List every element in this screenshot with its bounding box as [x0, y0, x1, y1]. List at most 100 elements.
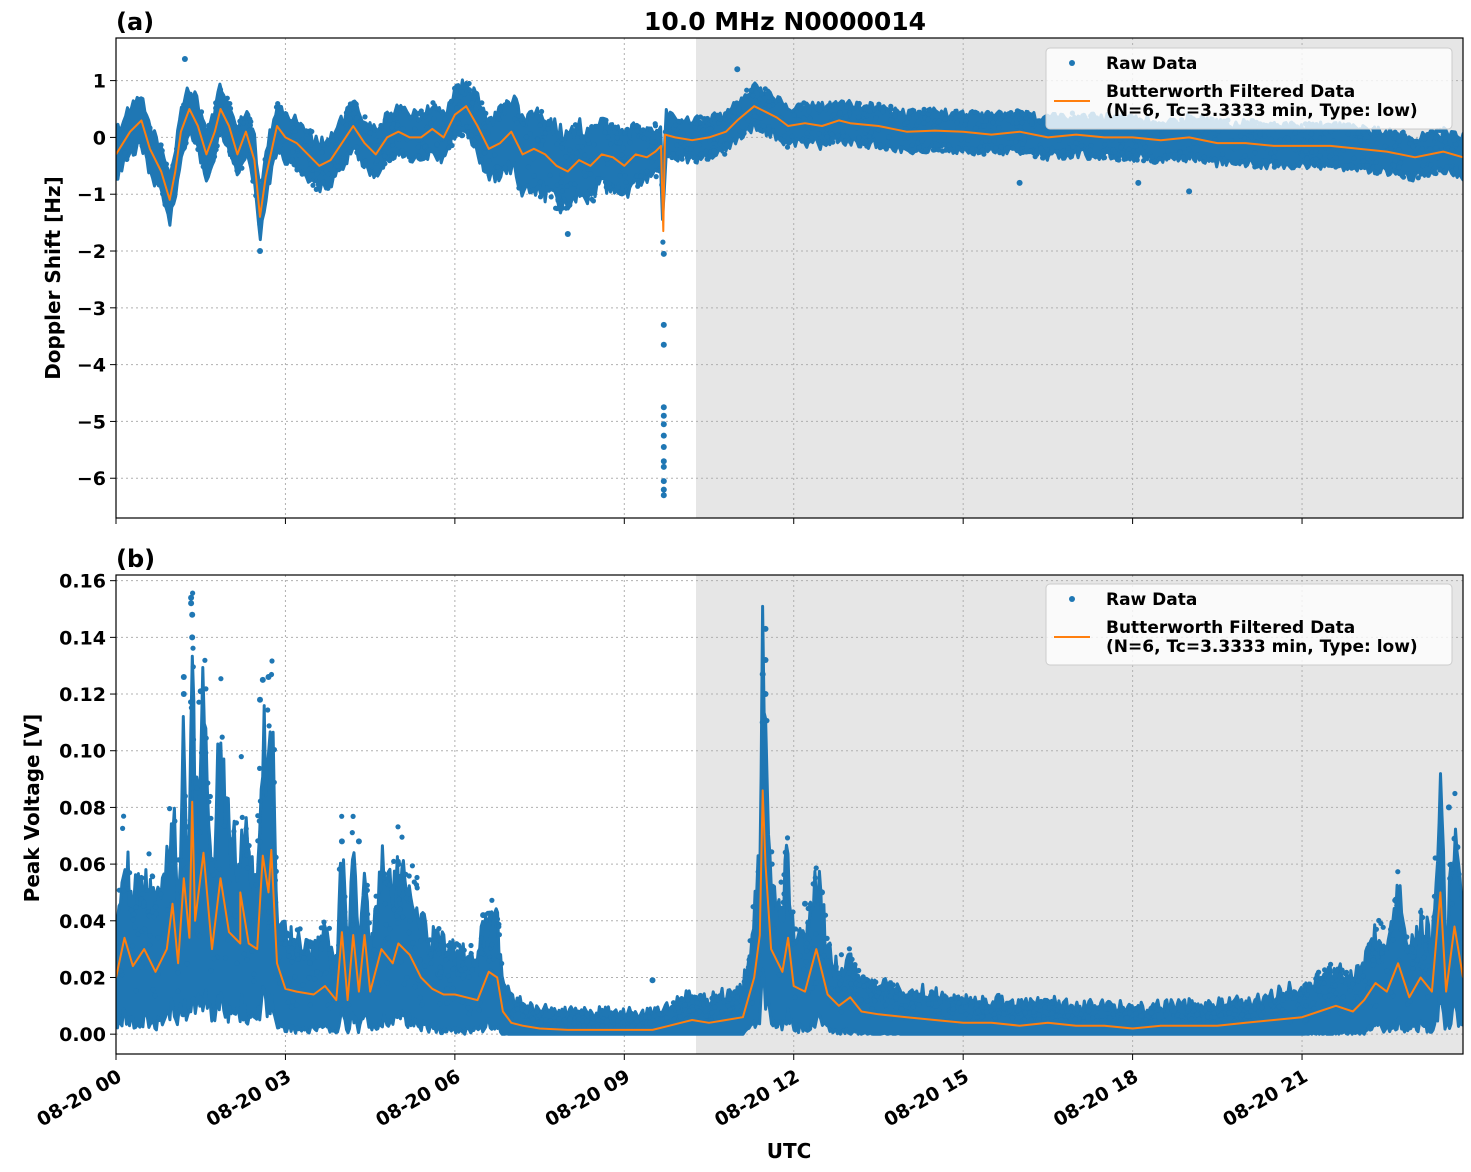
raw-data-point: [763, 930, 769, 937]
raw-data-point: [893, 987, 899, 993]
raw-data-point: [523, 134, 529, 140]
raw-data-point: [813, 931, 819, 937]
raw-data-point: [505, 1009, 511, 1015]
raw-data-point: [428, 120, 434, 126]
raw-data-point: [1197, 140, 1203, 146]
raw-data-point: [346, 107, 352, 113]
raw-data-point: [523, 1009, 529, 1015]
raw-data-point: [495, 115, 501, 121]
panel-b-y-axis-label: Peak Voltage [V]: [20, 714, 44, 903]
raw-data-point: [496, 111, 502, 117]
raw-data-point: [1329, 977, 1335, 983]
raw-data-point: [1303, 1003, 1309, 1009]
raw-data-point: [206, 799, 212, 805]
raw-data-point: [660, 250, 667, 257]
raw-data-point: [941, 142, 947, 148]
raw-data-point: [387, 117, 393, 123]
raw-data-point: [837, 981, 843, 987]
raw-data-point: [385, 875, 391, 881]
raw-data-point: [1400, 174, 1407, 180]
raw-data-point: [231, 828, 237, 835]
raw-data-point: [813, 980, 819, 986]
raw-data-point: [407, 918, 413, 924]
raw-data-point: [934, 995, 940, 1001]
raw-data-point: [1453, 141, 1459, 147]
raw-data-point: [1205, 1004, 1211, 1010]
raw-data-point: [801, 100, 807, 106]
raw-data-point: [1365, 985, 1371, 991]
raw-data-point: [138, 964, 144, 970]
raw-data-point: [1041, 1017, 1047, 1023]
raw-data-point: [584, 1018, 590, 1024]
raw-data-point: [448, 98, 454, 104]
raw-data-point: [716, 120, 722, 126]
legend-label-filtered: Butterworth Filtered Data (N=6, Tc=3.3333…: [1106, 82, 1418, 121]
raw-data-point: [1009, 135, 1015, 141]
raw-data-point: [805, 990, 811, 996]
raw-data-point: [975, 121, 981, 127]
raw-data-point: [594, 123, 600, 129]
raw-data-point: [957, 1022, 963, 1029]
raw-data-point: [576, 1016, 582, 1022]
raw-data-point: [817, 107, 823, 113]
raw-data-point: [189, 753, 195, 759]
raw-data-point: [147, 942, 153, 948]
raw-data-point: [1365, 139, 1371, 145]
raw-data-point: [1054, 149, 1060, 155]
raw-data-point: [437, 964, 443, 970]
raw-data-point: [559, 188, 565, 194]
raw-data-point: [127, 870, 133, 876]
raw-data-point: [205, 780, 211, 786]
raw-data-point: [306, 975, 312, 981]
raw-data-point: [474, 1001, 480, 1008]
raw-data-point: [390, 142, 396, 148]
raw-data-point: [864, 998, 871, 1004]
raw-data-point: [208, 968, 214, 974]
raw-data-point: [1420, 914, 1426, 921]
raw-data-point: [736, 106, 742, 112]
raw-data-point: [238, 754, 244, 760]
raw-data-point: [843, 113, 849, 120]
raw-data-point: [1333, 150, 1339, 156]
raw-data-point: [227, 105, 234, 112]
raw-data-point: [1392, 897, 1398, 904]
raw-data-point: [826, 103, 832, 109]
raw-data-point: [925, 116, 931, 123]
raw-data-point: [400, 126, 406, 132]
raw-data-point: [417, 957, 423, 963]
raw-data-point: [1076, 136, 1083, 142]
raw-data-point: [765, 126, 772, 133]
raw-data-point: [931, 1019, 938, 1026]
raw-data-point: [241, 951, 247, 957]
raw-data-point: [198, 109, 205, 115]
raw-data-point: [397, 900, 403, 907]
raw-data-point: [491, 956, 497, 962]
raw-data-point: [116, 141, 120, 147]
raw-data-point: [1056, 137, 1062, 143]
legend-label-filtered-line: (N=6, Tc=3.3333 min, Type: low): [1106, 101, 1418, 121]
raw-data-point: [1027, 148, 1034, 154]
raw-data-point: [1451, 835, 1458, 842]
raw-data-point: [190, 590, 196, 596]
raw-data-point: [1119, 1007, 1125, 1013]
raw-data-point: [673, 155, 679, 161]
raw-data-point: [161, 191, 167, 197]
raw-data-point: [937, 998, 944, 1005]
raw-data-point: [450, 966, 456, 972]
raw-data-point: [741, 979, 747, 985]
y-tick-label: −6: [77, 468, 106, 490]
raw-data-point: [990, 119, 996, 126]
raw-data-point: [1433, 145, 1439, 151]
raw-data-point: [858, 997, 864, 1003]
raw-data-point: [1074, 1007, 1080, 1013]
raw-data-point: [985, 109, 991, 116]
raw-data-point: [961, 1023, 968, 1029]
raw-data-point: [702, 1008, 709, 1015]
raw-data-point: [1072, 1016, 1078, 1023]
raw-data-point: [833, 964, 839, 970]
raw-data-point: [207, 793, 213, 800]
raw-data-point: [144, 964, 150, 970]
raw-data-point: [377, 138, 383, 144]
raw-data-point: [848, 1006, 854, 1012]
raw-data-point: [619, 166, 625, 172]
